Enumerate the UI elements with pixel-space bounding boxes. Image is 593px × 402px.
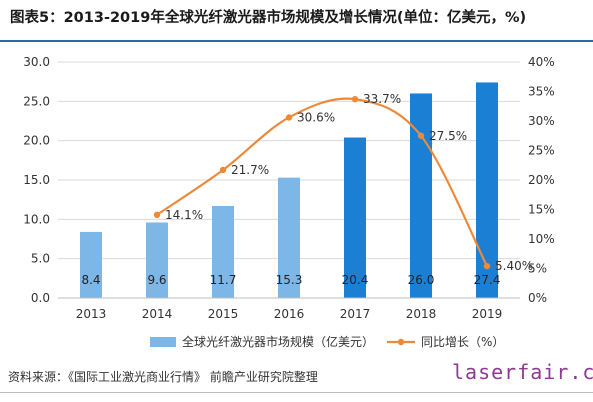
y-right-tick-label: 10%: [528, 232, 555, 246]
growth-value-label: 27.5%: [429, 129, 467, 143]
bar-value-label: 8.4: [81, 273, 100, 287]
y-left-tick-label: 10.0: [23, 212, 50, 226]
chart-title: 图表5：2013-2019年全球光纤激光器市场规模及增长情况(单位：亿美元，%): [10, 10, 527, 26]
growth-point: [219, 166, 227, 174]
line-series: 14.1% 21.7% 30.6% 33.7% 27.5% 5.40%: [153, 92, 533, 273]
y-right-tick-label: 20%: [528, 173, 555, 187]
y-left-tick-label: 15.0: [23, 173, 50, 187]
x-tick-label: 2015: [208, 307, 239, 321]
y-right-tick-label: 0%: [528, 291, 547, 305]
bar: [410, 93, 432, 298]
growth-point: [351, 95, 359, 103]
growth-point: [153, 211, 161, 219]
bar-value-label: 26.0: [408, 273, 435, 287]
footer-divider: [0, 392, 593, 393]
growth-value-label: 33.7%: [363, 92, 401, 106]
legend-label-line: 同比增长（%）: [421, 335, 504, 349]
bar-value-label: 9.6: [147, 273, 166, 287]
bar-value-label: 27.4: [474, 273, 501, 287]
bar-value-label: 15.3: [276, 273, 303, 287]
axes: 0.0 5.0 10.0 15.0 20.0 25.0 30.0 0% 5% 10% 15% 20% 2…: [23, 55, 554, 321]
legend: 全球光纤激光器市场规模（亿美元） 同比增长（%）: [150, 334, 504, 349]
x-tick-label: 2013: [76, 307, 107, 321]
legend-label-bar: 全球光纤激光器市场规模（亿美元）: [182, 334, 374, 349]
y-right-tick-label: 40%: [528, 55, 555, 69]
y-left-tick-label: 5.0: [31, 252, 50, 266]
bar: [278, 177, 300, 298]
x-tick-label: 2014: [142, 307, 173, 321]
y-right-tick-label: 35%: [528, 85, 555, 99]
growth-point: [483, 262, 491, 270]
y-left-tick-label: 20.0: [23, 134, 50, 148]
y-right-tick-label: 30%: [528, 114, 555, 128]
growth-value-label: 14.1%: [165, 208, 203, 222]
x-tick-label: 2017: [340, 307, 371, 321]
source-note: 资料来源：《国际工业激光商业行情》 前瞻产业研究院整理: [8, 370, 318, 384]
y-right-tick-label: 15%: [528, 203, 555, 217]
growth-value-label: 21.7%: [231, 163, 269, 177]
bar-value-label: 11.7: [210, 273, 237, 287]
watermark: laserfair.com: [452, 360, 593, 384]
x-tick-label: 2019: [472, 307, 503, 321]
y-left-tick-label: 25.0: [23, 94, 50, 108]
bar: [476, 82, 498, 298]
growth-point: [417, 132, 425, 139]
y-right-tick-label: 25%: [528, 144, 555, 158]
y-left-tick-label: 0.0: [31, 291, 50, 305]
chart-canvas: 8.4 9.6 11.7 15.3 20.4 26.0 27.4 14.1% 21.7% 30.…: [23, 55, 554, 349]
x-tick-label: 2018: [406, 307, 437, 321]
x-tick-label: 2016: [274, 307, 305, 321]
growth-value-label: 30.6%: [297, 110, 335, 124]
title-divider: [0, 40, 593, 42]
bar: [344, 137, 366, 298]
growth-point: [285, 114, 293, 121]
legend-swatch-bar: [150, 337, 176, 347]
bar: [212, 205, 234, 298]
legend-swatch-point: [397, 338, 405, 346]
bar-value-label: 20.4: [342, 273, 369, 287]
y-right-tick-label: 5%: [528, 262, 547, 276]
y-left-tick-label: 30.0: [23, 55, 50, 69]
growth-value-label: 5.40%: [495, 259, 533, 273]
bar: [80, 231, 102, 298]
bar: [146, 222, 168, 298]
